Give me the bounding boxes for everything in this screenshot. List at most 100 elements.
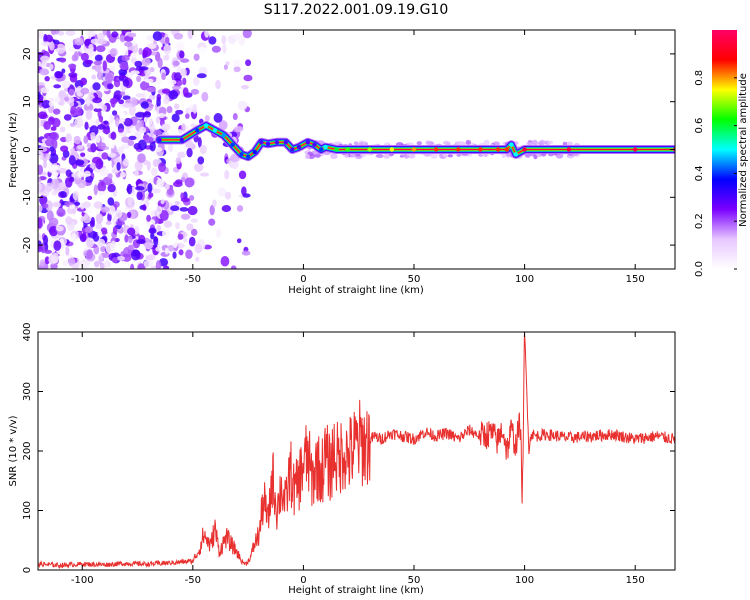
heatmap-ridge-point — [245, 154, 251, 159]
heatmap-noise-cell — [49, 41, 55, 51]
heatmap-noise-cell — [146, 86, 157, 93]
heatmap-ridge-point — [312, 142, 317, 147]
heatmap-noise-cell — [172, 60, 180, 67]
heatmap-noise-cell — [97, 230, 103, 237]
heatmap-noise-cell — [135, 112, 145, 118]
colorbar-tick-label: 0.8 — [694, 70, 705, 86]
heatmap-noise-cell — [87, 195, 93, 200]
heatmap-noise-cell — [130, 52, 137, 58]
heatmap-noise-cell — [51, 190, 58, 196]
heatmap-noise-cell — [59, 126, 66, 133]
heatmap-noise-cell — [85, 237, 94, 249]
heatmap-ridge-point — [283, 140, 288, 145]
heatmap-ridge-point — [334, 147, 339, 152]
heatmap-noise-cell — [43, 234, 49, 246]
heatmap-noise-cell — [75, 106, 82, 117]
heatmap-noise-cell — [109, 114, 114, 124]
heatmap-noise-cell — [180, 197, 190, 203]
heatmap-halo-cell — [526, 142, 534, 146]
heatmap-noise-cell — [233, 66, 241, 73]
heatmap-noise-cell — [149, 140, 156, 152]
heatmap-noise-cell — [68, 140, 74, 149]
heatmap-noise-cell — [178, 249, 184, 256]
heatmap-ridge-point — [323, 144, 328, 150]
heatmap-noise-cell — [197, 156, 205, 165]
heatmap-noise-cell — [38, 90, 41, 100]
y-tick-label: -10 — [22, 189, 33, 205]
heatmap-halo-cell — [447, 154, 454, 158]
heatmap-noise-cell — [122, 48, 129, 58]
heatmap-halo-cell — [425, 140, 431, 145]
heatmap-noise-cell — [64, 177, 73, 188]
heatmap-noise-cell — [183, 237, 188, 243]
heatmap-noise-cell — [112, 225, 118, 235]
heatmap-noise-cell — [155, 76, 162, 85]
heatmap-noise-cell — [120, 91, 126, 96]
heatmap-ridge-point — [274, 140, 280, 145]
heatmap-noise-cell — [222, 43, 227, 54]
heatmap-noise-cell — [82, 231, 87, 242]
heatmap-noise-cell — [68, 47, 76, 53]
heatmap-noise-cell — [40, 142, 47, 147]
heatmap-noise-cell — [192, 187, 200, 196]
heatmap-noise-cell — [103, 260, 112, 268]
heatmap-noise-cell — [107, 173, 113, 180]
heatmap-noise-cell — [65, 133, 73, 143]
heatmap-noise-cell — [212, 199, 217, 208]
heatmap-noise-cell — [88, 43, 94, 54]
heatmap-noise-cell — [186, 147, 193, 158]
heatmap-noise-cell — [139, 80, 150, 91]
heatmap-noise-cell — [232, 33, 243, 40]
heatmap-noise-cell — [82, 214, 92, 224]
heatmap-noise-cell — [107, 152, 117, 158]
heatmap-noise-cell — [42, 160, 48, 169]
heatmap-noise-cell — [93, 60, 102, 66]
heatmap-noise-cell — [100, 206, 110, 213]
heatmap-noise-cell — [107, 184, 116, 193]
heatmap-noise-cell — [99, 262, 105, 269]
heatmap-noise-cell — [213, 67, 218, 74]
heatmap-noise-cell — [194, 163, 204, 172]
heatmap-noise-cell — [159, 210, 169, 221]
heatmap-noise-cell — [106, 30, 111, 38]
heatmap-noise-cell — [135, 185, 145, 191]
heatmap-noise-cell — [105, 72, 114, 83]
heatmap-noise-cell — [90, 143, 97, 153]
heatmap-noise-cell — [172, 237, 178, 249]
heatmap-noise-cell — [72, 191, 79, 201]
heatmap-noise-cell — [97, 238, 106, 247]
heatmap-noise-cell — [139, 126, 147, 134]
heatmap-noise-cell — [45, 182, 54, 192]
snr-panel: -100 -50 0 50 100 150 0 100 200 300 400 Height of… — [8, 322, 676, 596]
heatmap-noise-cell — [180, 68, 187, 77]
heatmap-noise-cell — [163, 265, 170, 269]
heatmap-noise-cell — [58, 182, 66, 187]
heatmap-noise-cell — [65, 216, 73, 225]
heatmap-noise-cell — [149, 123, 155, 133]
heatmap-ridge-point — [411, 147, 417, 152]
heatmap-noise-cell — [91, 156, 102, 164]
heatmap-noise-cell — [136, 191, 143, 201]
heatmap-noise-cell — [38, 31, 45, 39]
heatmap-noise-cell — [140, 101, 149, 109]
heatmap-halo-cell — [349, 153, 356, 158]
heatmap-noise-cell — [136, 75, 142, 83]
snr-x-axis-label: Height of straight line (km) — [288, 585, 424, 596]
heatmap-noise-cell — [38, 217, 43, 229]
heatmap-noise-cell — [49, 131, 60, 141]
heatmap-ridge-point — [252, 149, 257, 155]
heatmap-noise-cell — [94, 64, 102, 72]
heatmap-noise-cell — [101, 104, 107, 112]
heatmap-noise-cell — [197, 46, 207, 56]
heatmap-noise-cell — [38, 46, 43, 52]
heatmap-noise-cell — [127, 32, 137, 38]
heatmap-noise-cell — [124, 41, 133, 47]
heatmap-noise-cell — [119, 171, 127, 178]
heatmap-noise-cell — [161, 88, 171, 94]
heatmap-noise-cell — [168, 142, 174, 153]
heatmap-noise-cell — [218, 120, 228, 131]
heatmap-ridge-point — [296, 144, 302, 150]
heatmap-noise-cell — [236, 238, 242, 244]
heatmap-noise-cell — [97, 38, 107, 45]
heatmap-noise-cell — [85, 109, 93, 120]
